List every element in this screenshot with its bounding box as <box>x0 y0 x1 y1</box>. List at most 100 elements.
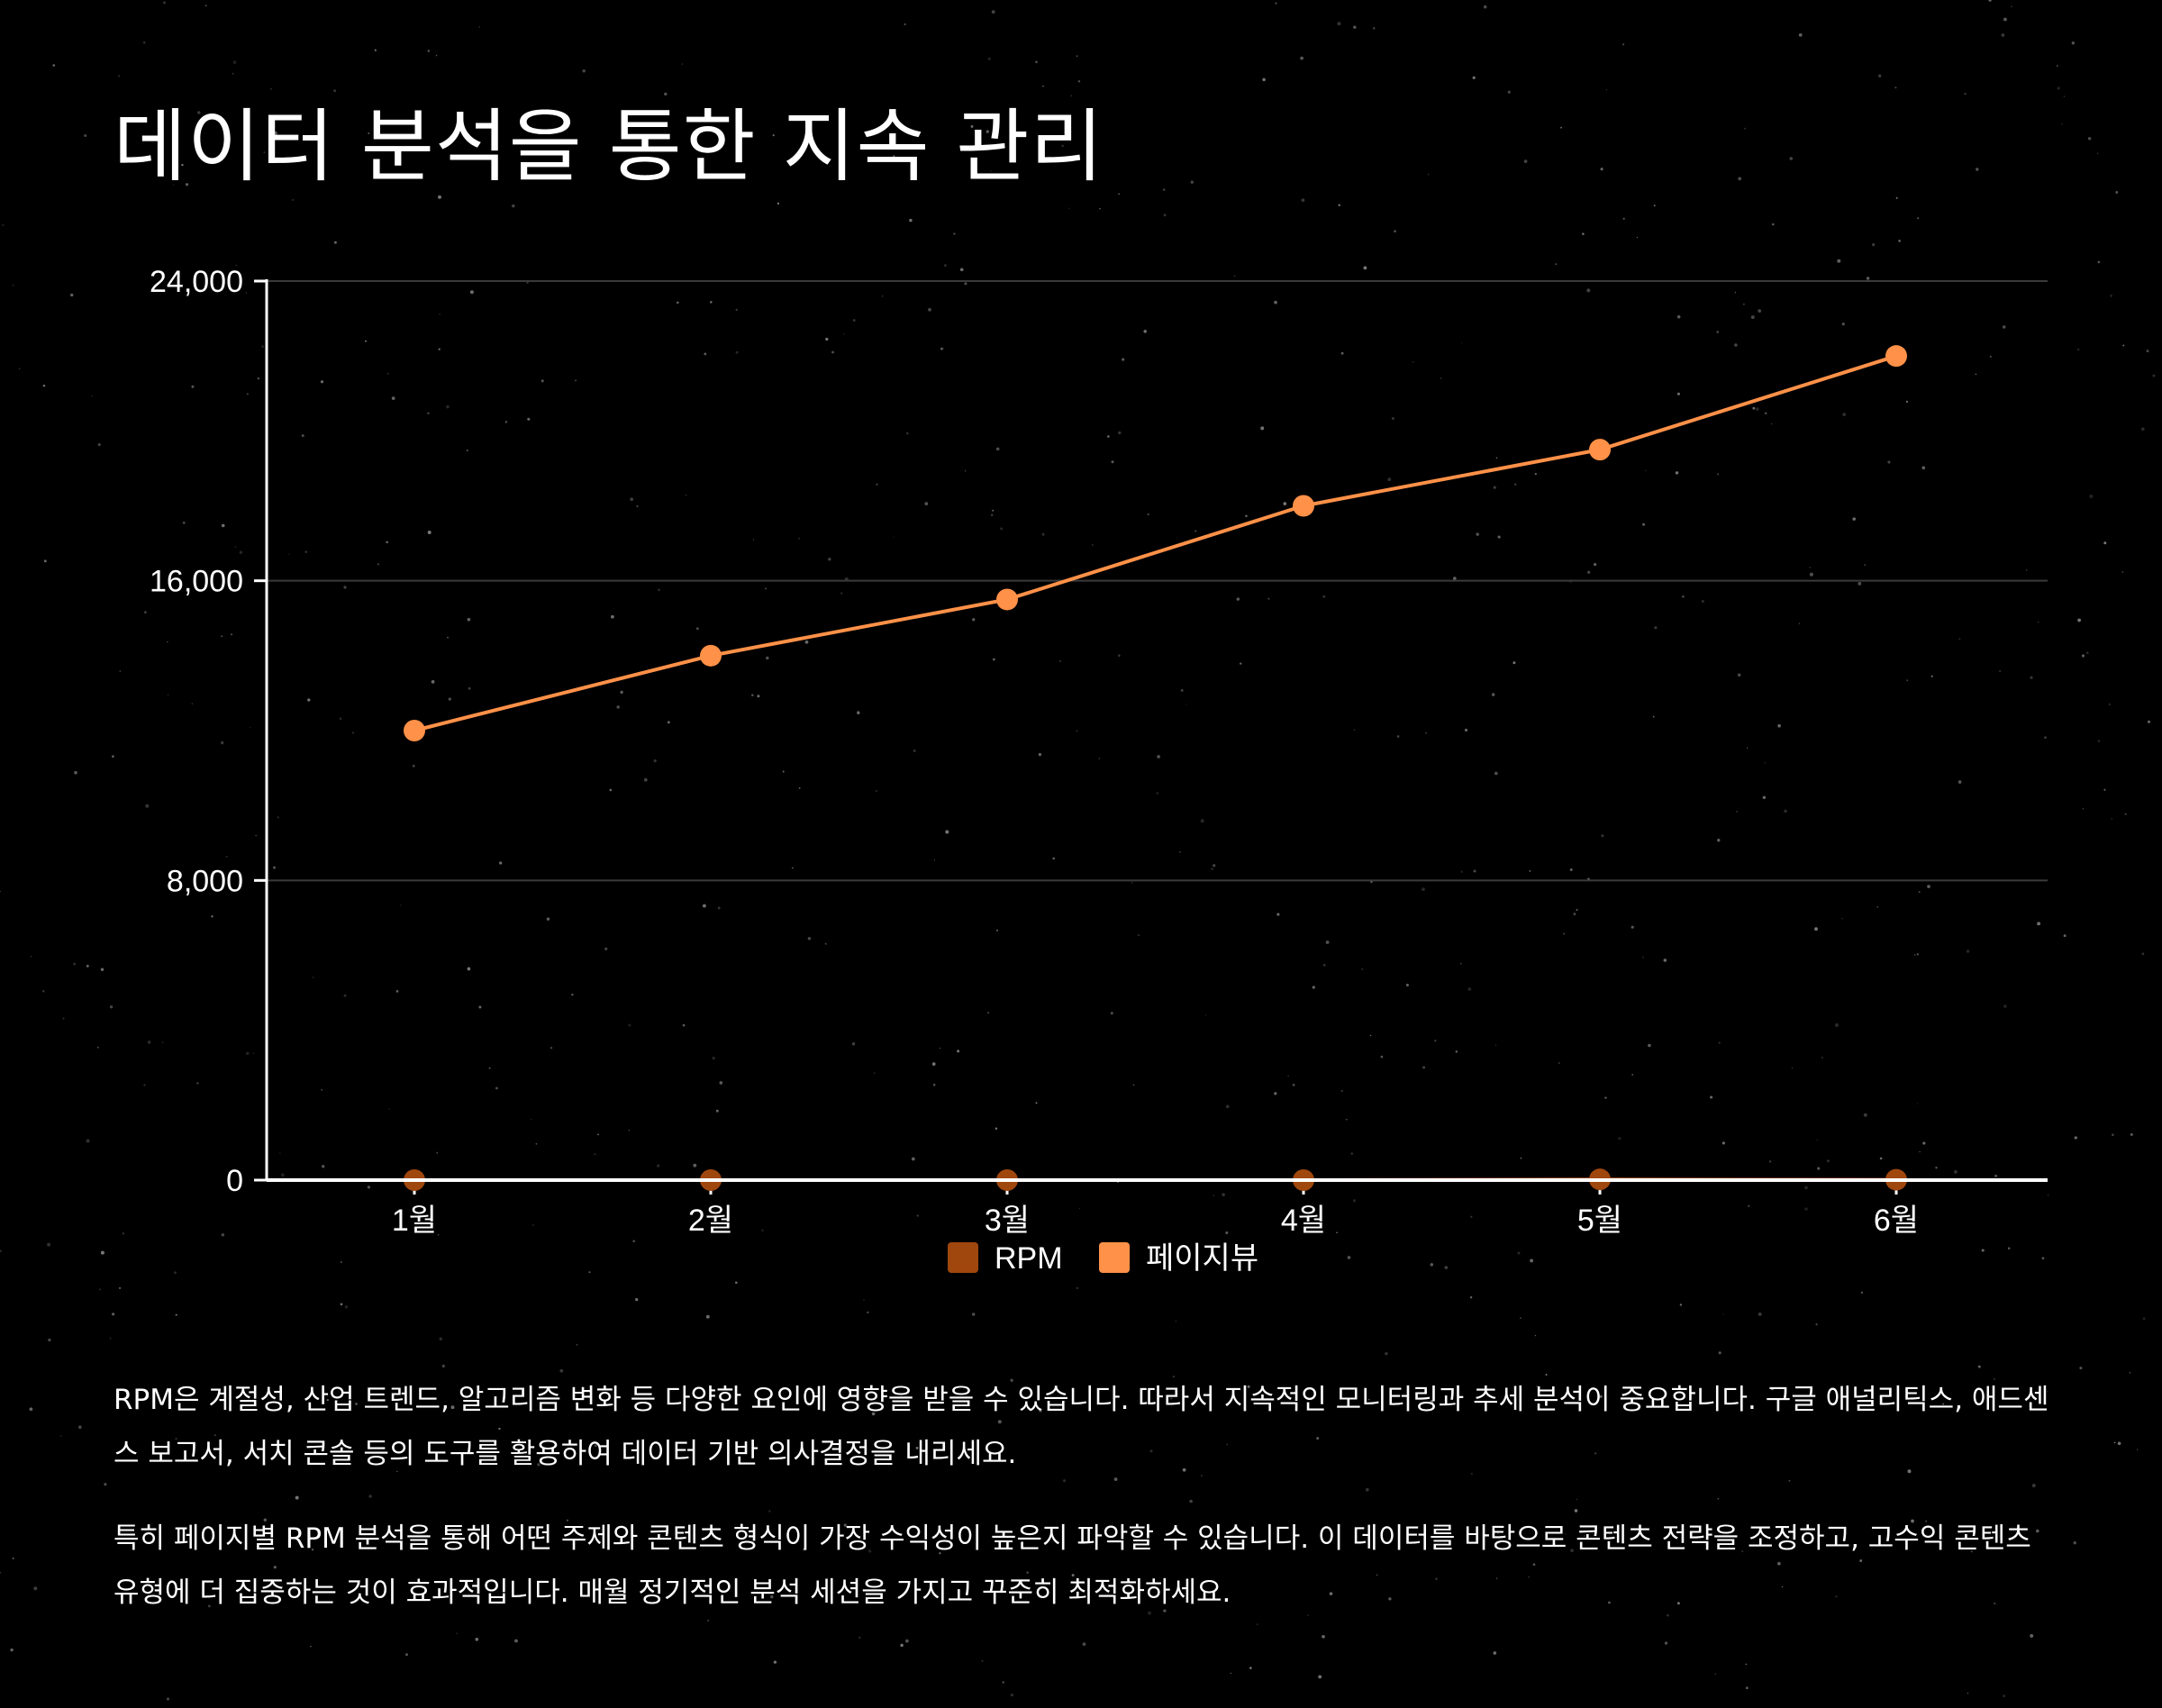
star-dot <box>1113 1477 1118 1481</box>
data-point-pageviews <box>996 588 1018 611</box>
star-dot <box>1368 1398 1370 1401</box>
star-dot <box>550 1047 553 1049</box>
star-dot <box>2122 344 2125 347</box>
y-tick-label: 24,000 <box>150 265 243 299</box>
star-dot <box>702 904 706 908</box>
star-dot <box>1576 1498 1577 1501</box>
star-dot <box>1863 1113 1867 1117</box>
star-dot <box>1741 1550 1744 1553</box>
star-dot <box>1714 1673 1716 1675</box>
star-dot <box>616 705 620 709</box>
star-dot <box>1563 932 1566 935</box>
star-dot <box>636 148 639 150</box>
star-dot <box>1565 1533 1567 1535</box>
star-dot <box>1916 953 1919 956</box>
star-dot <box>1162 188 1166 191</box>
star-dot <box>559 1368 564 1373</box>
star-dot <box>1622 217 1625 220</box>
star-dot <box>1497 1541 1500 1544</box>
star-dot <box>469 290 474 295</box>
star-dot <box>395 990 399 993</box>
star-dot <box>450 1405 455 1410</box>
star-dot <box>1200 1475 1203 1477</box>
star-dot <box>2089 495 2094 498</box>
star-dot <box>1118 431 1122 435</box>
star-dot <box>1599 1395 1603 1398</box>
star-dot <box>1380 1055 1384 1058</box>
star-dot <box>664 92 668 96</box>
star-dot <box>527 417 531 421</box>
star-dot <box>0 1249 2 1252</box>
star-dot <box>279 1152 281 1154</box>
star-dot <box>1172 1376 1176 1378</box>
star-dot <box>1149 1449 1153 1453</box>
star-dot <box>1247 1385 1250 1388</box>
star-dot <box>31 956 32 958</box>
star-dot <box>1958 638 1961 640</box>
star-dot <box>1710 1095 1713 1099</box>
star-dot <box>1576 908 1578 912</box>
star-dot <box>446 404 450 409</box>
star-dot <box>175 1313 177 1316</box>
data-point-pageviews <box>700 644 722 667</box>
star-dot <box>1781 1585 1784 1588</box>
star-dot <box>175 1438 177 1440</box>
star-dot <box>717 906 721 910</box>
star-dot <box>86 964 89 968</box>
star-dot <box>1654 626 1658 630</box>
star-dot <box>1866 277 1870 280</box>
star-dot <box>2103 541 2107 545</box>
star-dot <box>388 1108 390 1110</box>
star-dot <box>320 380 324 384</box>
star-dot <box>1491 693 1495 696</box>
star-dot <box>609 788 613 792</box>
star-dot <box>1002 1681 1004 1684</box>
star-dot <box>1864 564 1867 566</box>
star-dot <box>245 292 248 295</box>
star-dot <box>2007 1247 2011 1249</box>
star-dot <box>1966 949 1970 953</box>
star-dot <box>344 1305 349 1309</box>
star-dot <box>1360 968 1364 971</box>
star-dot <box>752 539 754 541</box>
star-dot <box>704 352 707 356</box>
star-dot <box>263 1518 267 1522</box>
star-dot <box>1452 577 1457 580</box>
star-dot <box>1744 127 1746 130</box>
star-dot <box>944 264 947 267</box>
star-dot <box>322 1165 325 1168</box>
star-dot <box>333 241 337 244</box>
star-dot <box>959 268 964 272</box>
star-dot <box>1817 1167 1821 1170</box>
star-dot <box>995 447 1000 451</box>
star-dot <box>321 1088 322 1091</box>
star-dot <box>166 1697 170 1701</box>
star-dot <box>851 1042 856 1046</box>
star-dot <box>575 379 577 382</box>
star-dot <box>1717 1498 1720 1500</box>
star-dot <box>765 587 767 590</box>
star-dot <box>940 347 944 350</box>
star-dot <box>1859 1559 1863 1562</box>
star-dot <box>1975 373 1977 376</box>
star-dot <box>235 264 237 267</box>
star-dot <box>782 770 785 773</box>
star-dot <box>1994 1174 1998 1177</box>
star-dot <box>439 313 441 315</box>
star-dot <box>273 1566 277 1569</box>
star-dot <box>2110 295 2112 297</box>
star-dot <box>1622 43 1625 46</box>
star-dot <box>1919 1150 1921 1153</box>
star-dot <box>1682 595 1685 598</box>
star-dot <box>1110 1012 1113 1015</box>
star-dot <box>2063 95 2066 97</box>
star-dot <box>391 396 395 400</box>
star-dot <box>365 340 367 342</box>
star-dot <box>1954 1170 1958 1174</box>
star-dot <box>712 1056 715 1060</box>
star-dot <box>1764 761 1766 764</box>
star-dot <box>466 450 468 452</box>
star-dot <box>992 658 995 661</box>
star-dot <box>122 1232 124 1235</box>
star-dot <box>1716 331 1720 333</box>
